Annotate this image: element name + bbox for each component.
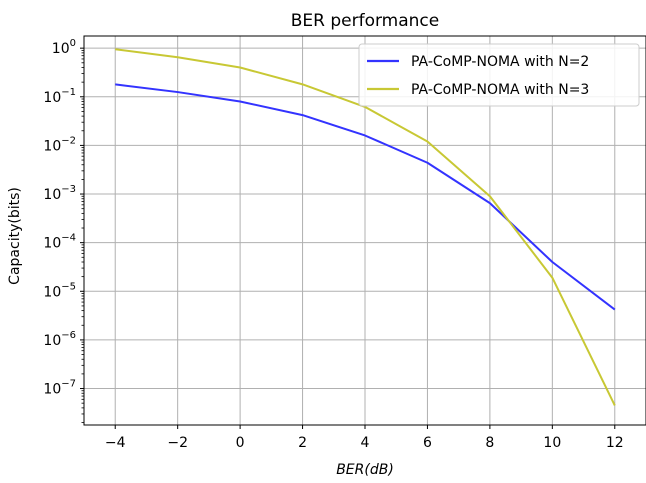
- x-tick: 2: [298, 425, 307, 451]
- x-tick-label: 0: [236, 435, 245, 451]
- y-tick: 100: [52, 38, 84, 57]
- legend-entry: PA-CoMP-NOMA with N=3: [367, 82, 589, 98]
- legend-box: [358, 43, 640, 107]
- y-tick-label: 10−2: [43, 135, 76, 154]
- x-tick-label: 6: [423, 435, 432, 451]
- x-axis-label-unit: dB: [370, 462, 389, 478]
- x-tick-label: −2: [167, 435, 188, 451]
- y-tick-label: 10−4: [43, 233, 76, 252]
- y-tick-label: 10−3: [43, 184, 76, 203]
- x-axis-ticks: −4 −2 0 2 4 6 8 10 12: [105, 425, 624, 451]
- y-tick: 10−7: [43, 379, 84, 398]
- x-tick: 10: [543, 425, 561, 451]
- legend-label: PA-CoMP-NOMA with N=3: [411, 82, 589, 98]
- y-tick: 10−5: [43, 281, 84, 300]
- y-tick: 10−6: [43, 330, 84, 349]
- x-tick: 8: [485, 425, 494, 451]
- x-axis-label: BER(dB): [336, 462, 394, 478]
- y-axis-label: Capacity(bits): [7, 187, 23, 285]
- x-tick: −2: [167, 425, 188, 451]
- x-tick: 4: [361, 425, 370, 451]
- y-tick-label: 10−7: [43, 379, 76, 398]
- x-tick: 0: [236, 425, 245, 451]
- y-axis-ticks: 100 10−1 10−2 10−3 10−4 10−5 10−6 10−7: [43, 38, 84, 423]
- x-tick-label: 8: [485, 435, 494, 451]
- series-line-2: [115, 48, 616, 406]
- y-tick: 10−1: [43, 87, 84, 106]
- legend-entry: PA-CoMP-NOMA with N=2: [367, 54, 589, 70]
- y-tick-label: 100: [52, 38, 76, 57]
- x-tick-label: −4: [105, 435, 126, 451]
- y-tick-label: 10−1: [43, 87, 76, 106]
- x-tick-label: 10: [543, 435, 561, 451]
- x-axis-label-main: BER: [336, 462, 364, 478]
- legend: PA-CoMP-NOMA with N=2 PA-CoMP-NOMA with N…: [358, 43, 640, 107]
- x-tick-label: 2: [298, 435, 307, 451]
- x-tick: 12: [606, 425, 624, 451]
- x-tick-label: 4: [361, 435, 370, 451]
- y-tick-label: 10−5: [43, 281, 76, 300]
- y-tick-label: 10−6: [43, 330, 76, 349]
- x-axis-label-close-paren: ): [387, 462, 393, 478]
- x-axis-label-open-paren: (: [364, 462, 370, 478]
- y-tick: 10−4: [43, 233, 84, 252]
- legend-label: PA-CoMP-NOMA with N=2: [411, 54, 589, 70]
- x-tick: −4: [105, 425, 126, 451]
- series-line-1: [115, 83, 616, 311]
- series-lines: [115, 48, 616, 406]
- x-tick-label: 12: [606, 435, 624, 451]
- x-tick: 6: [423, 425, 432, 451]
- y-tick: 10−2: [43, 135, 84, 154]
- y-tick: 10−3: [43, 184, 84, 203]
- chart-title: BER performance: [291, 11, 440, 31]
